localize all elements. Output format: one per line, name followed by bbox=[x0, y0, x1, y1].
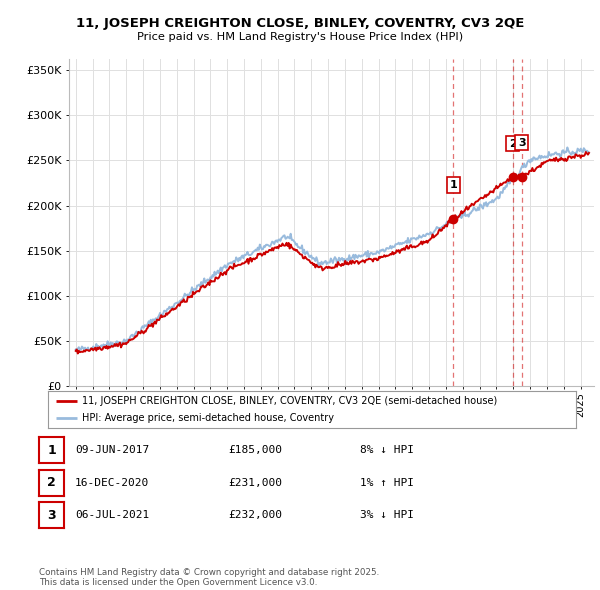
Text: 8% ↓ HPI: 8% ↓ HPI bbox=[360, 445, 414, 455]
Text: 06-JUL-2021: 06-JUL-2021 bbox=[75, 510, 149, 520]
Text: £232,000: £232,000 bbox=[228, 510, 282, 520]
Text: 1: 1 bbox=[449, 180, 457, 190]
Text: 16-DEC-2020: 16-DEC-2020 bbox=[75, 478, 149, 487]
Text: 2: 2 bbox=[509, 139, 517, 149]
Text: 3: 3 bbox=[518, 137, 526, 148]
Text: 3% ↓ HPI: 3% ↓ HPI bbox=[360, 510, 414, 520]
Text: £231,000: £231,000 bbox=[228, 478, 282, 487]
Text: 1% ↑ HPI: 1% ↑ HPI bbox=[360, 478, 414, 487]
Text: 11, JOSEPH CREIGHTON CLOSE, BINLEY, COVENTRY, CV3 2QE: 11, JOSEPH CREIGHTON CLOSE, BINLEY, COVE… bbox=[76, 17, 524, 30]
Text: 11, JOSEPH CREIGHTON CLOSE, BINLEY, COVENTRY, CV3 2QE (semi-detached house): 11, JOSEPH CREIGHTON CLOSE, BINLEY, COVE… bbox=[82, 396, 497, 406]
Text: 09-JUN-2017: 09-JUN-2017 bbox=[75, 445, 149, 455]
Text: £185,000: £185,000 bbox=[228, 445, 282, 455]
Text: 2: 2 bbox=[47, 476, 56, 489]
Text: 1: 1 bbox=[47, 444, 56, 457]
Text: Contains HM Land Registry data © Crown copyright and database right 2025.
This d: Contains HM Land Registry data © Crown c… bbox=[39, 568, 379, 587]
Text: HPI: Average price, semi-detached house, Coventry: HPI: Average price, semi-detached house,… bbox=[82, 413, 334, 423]
Text: 3: 3 bbox=[47, 509, 56, 522]
Text: Price paid vs. HM Land Registry's House Price Index (HPI): Price paid vs. HM Land Registry's House … bbox=[137, 32, 463, 42]
